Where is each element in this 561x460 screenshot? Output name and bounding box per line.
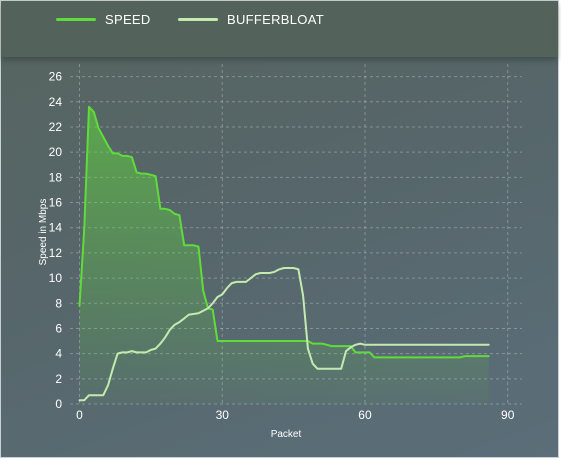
legend-swatch-speed xyxy=(56,18,96,21)
series-line-bufferbloat xyxy=(78,267,490,402)
y-axis-title: Speed in Mbps xyxy=(38,199,49,266)
legend-label-bufferbloat: BUFFERBLOAT xyxy=(227,12,324,27)
y-tick-label: 26 xyxy=(49,70,63,84)
y-tick-label: 22 xyxy=(49,120,63,134)
y-tick-label: 4 xyxy=(55,347,62,361)
y-tick-label: 12 xyxy=(49,246,63,260)
y-tick-label: 16 xyxy=(49,196,63,210)
legend-label-speed: SPEED xyxy=(105,12,151,27)
y-tick-label: 18 xyxy=(49,170,63,184)
y-tick-label: 6 xyxy=(55,321,62,335)
x-tick-label: 90 xyxy=(501,408,515,422)
x-axis-title: Packet xyxy=(271,429,302,440)
y-tick-label: 10 xyxy=(49,271,63,285)
y-tick-label: 2 xyxy=(55,372,62,386)
y-tick-label: 0 xyxy=(55,397,62,411)
legend-band: SPEED BUFFERBLOAT xyxy=(1,1,558,57)
x-tick-label: 30 xyxy=(216,408,230,422)
legend-swatch-bufferbloat xyxy=(178,18,218,21)
y-tick-label: 24 xyxy=(49,95,63,109)
y-tick-label: 20 xyxy=(49,145,63,159)
x-axis-ticks: 0 30 60 90 xyxy=(76,408,515,422)
series-layer xyxy=(78,105,490,405)
x-tick-label: 60 xyxy=(358,408,372,422)
y-tick-label: 8 xyxy=(55,296,62,310)
series-area-speed xyxy=(79,106,489,405)
x-tick-label: 0 xyxy=(76,408,83,422)
y-tick-label: 14 xyxy=(49,221,63,235)
series-line-speed xyxy=(78,105,490,359)
